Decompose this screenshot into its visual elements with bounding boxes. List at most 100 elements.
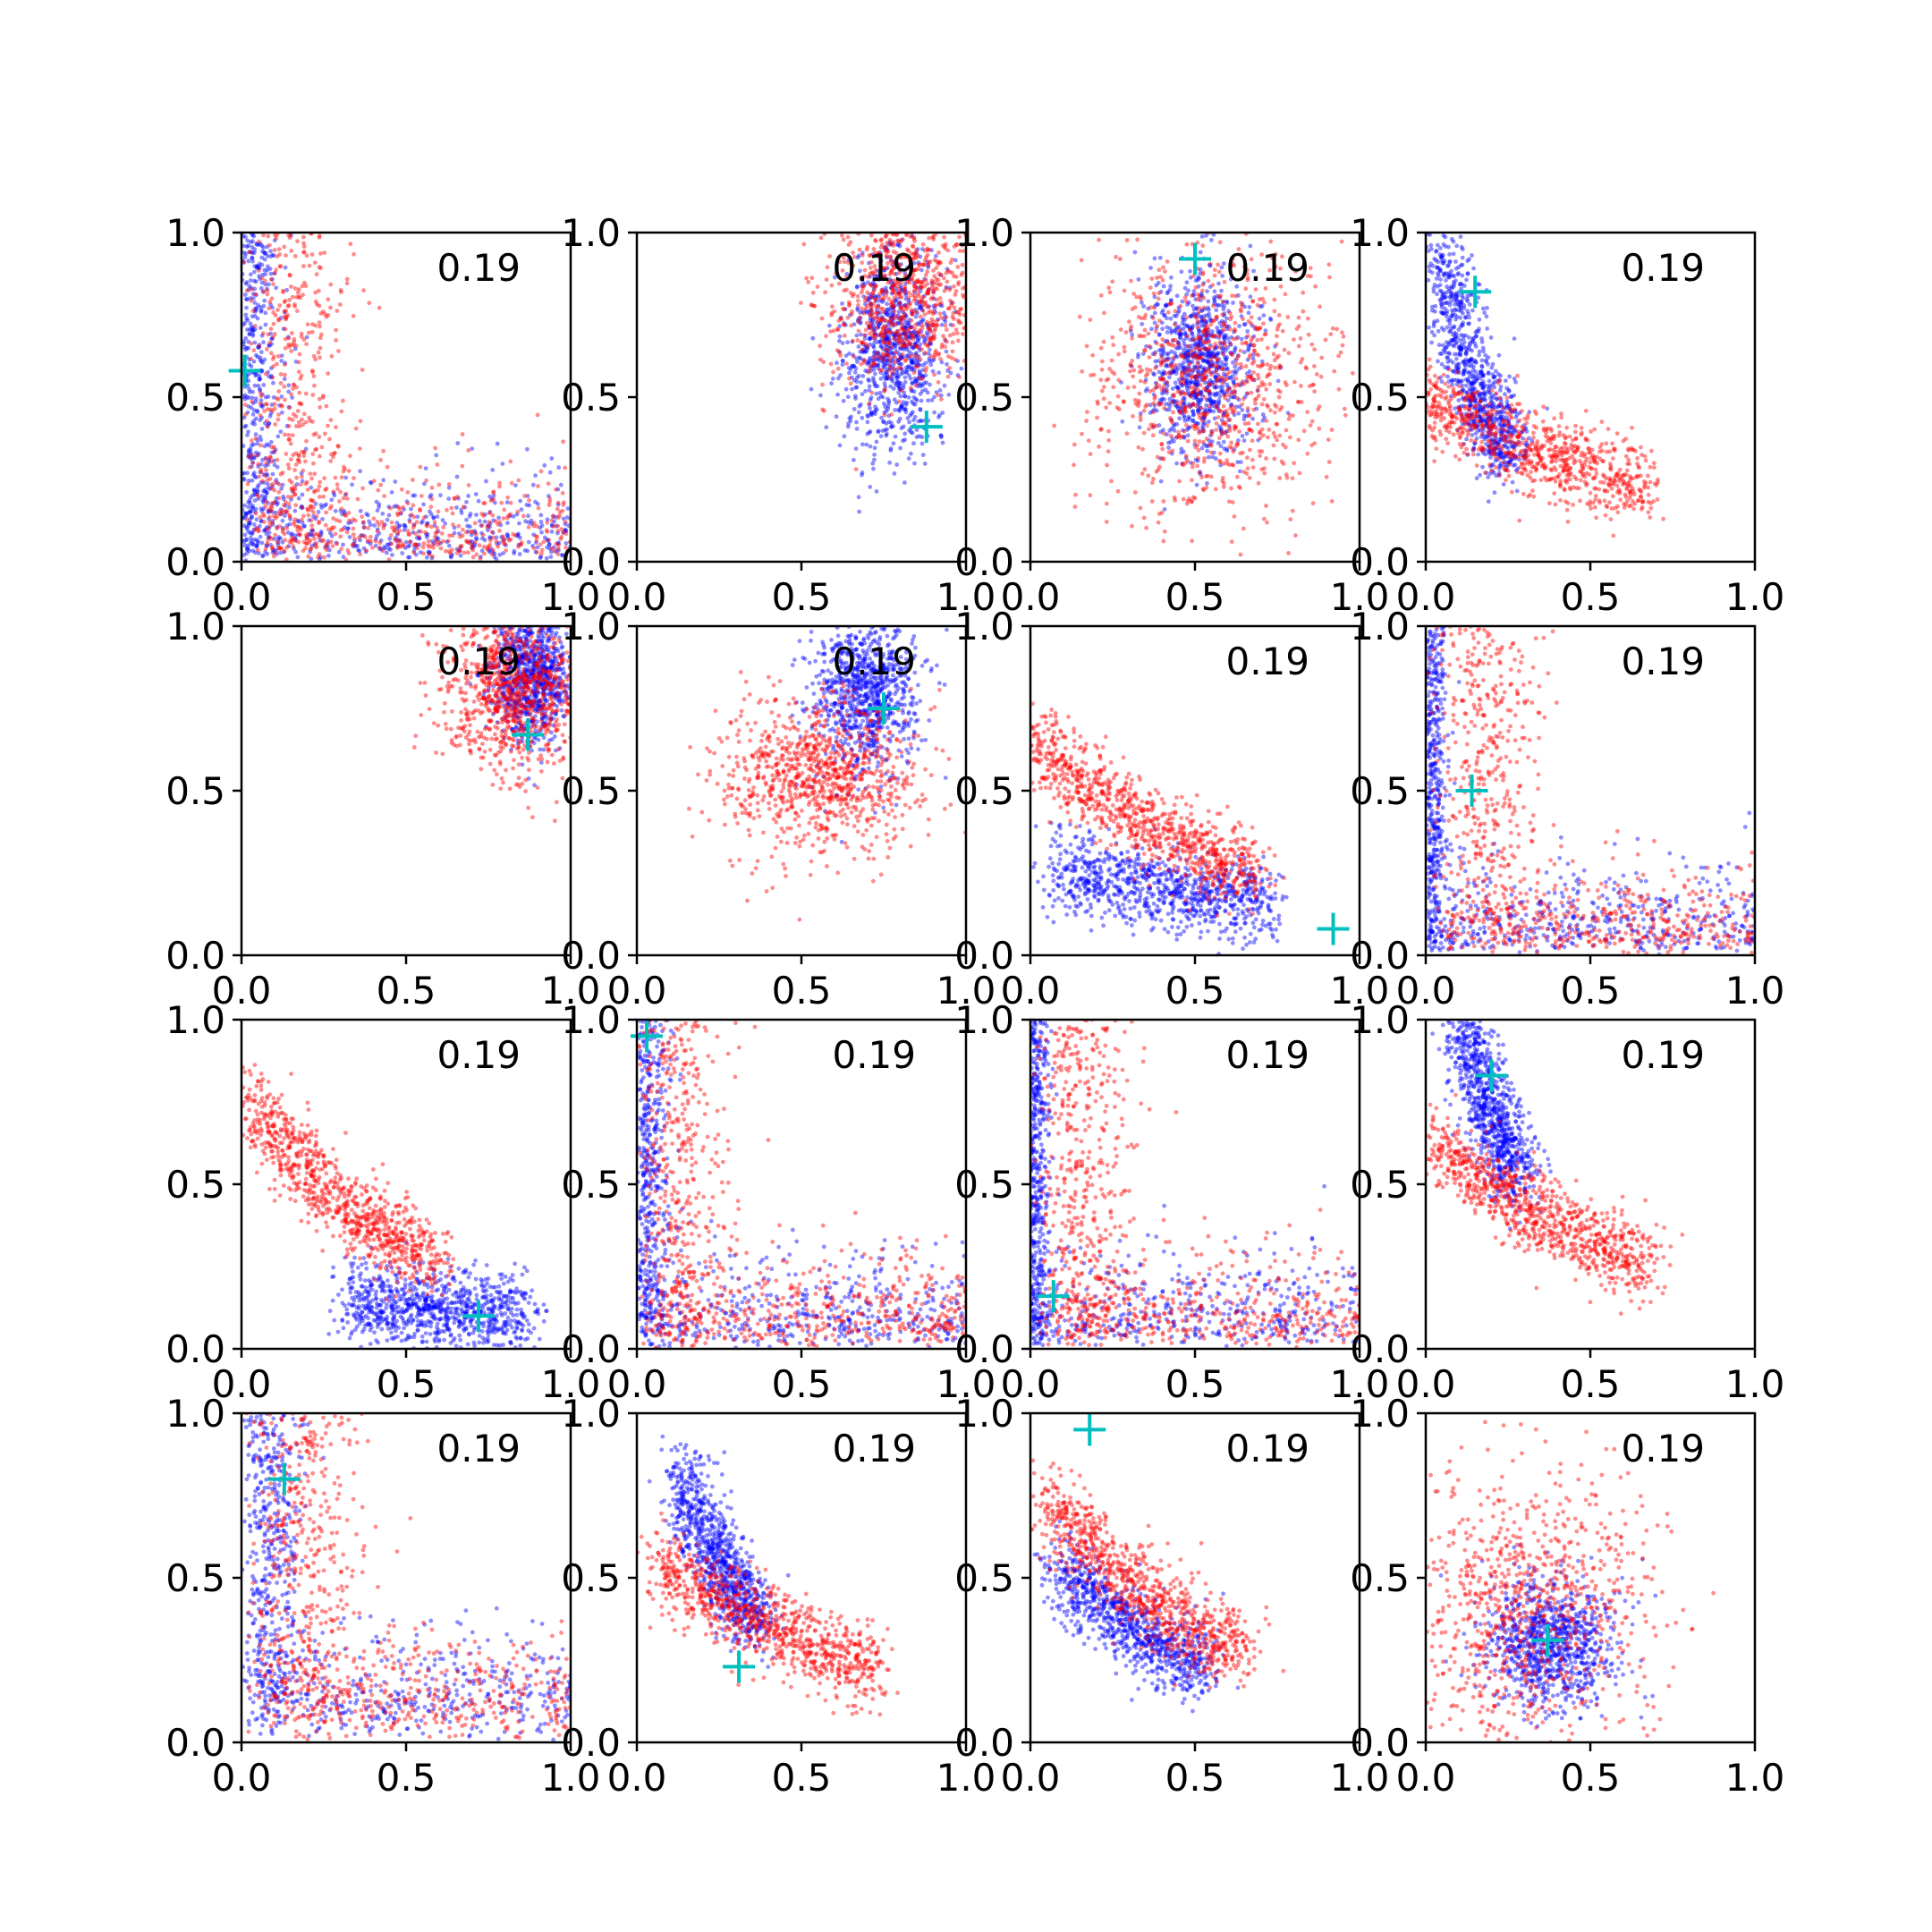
scatter-point-red <box>480 532 486 538</box>
scatter-point-red <box>1122 400 1126 404</box>
scatter-point-blue <box>462 504 468 510</box>
scatter-point-blue <box>560 553 565 558</box>
scatter-point-red <box>1122 349 1127 354</box>
scatter-point-red <box>1185 458 1190 463</box>
scatter-point-blue <box>1196 410 1201 415</box>
scatter-point-red <box>865 244 870 250</box>
scatter-point-blue <box>436 537 441 542</box>
scatter-point-red <box>1247 412 1252 418</box>
scatter-point-red <box>928 326 932 331</box>
scatter-point-blue <box>254 517 259 522</box>
scatter-point-red <box>926 291 931 295</box>
scatter-point-blue <box>1193 394 1199 399</box>
scatter-point-red <box>899 326 904 332</box>
scatter-point-blue <box>902 312 908 317</box>
scatter-point-blue <box>1245 348 1250 352</box>
scatter-point-blue <box>1174 385 1179 389</box>
scatter-point-blue <box>1216 441 1221 445</box>
scatter-point-red <box>1291 413 1295 418</box>
scatter-point-blue <box>289 497 293 502</box>
scatter-point-blue <box>263 322 268 327</box>
scatter-point-blue <box>882 401 886 406</box>
scatter-point-blue <box>280 539 285 545</box>
scatter-point-red <box>1214 363 1218 369</box>
scatter-point-blue <box>248 326 252 332</box>
scatter-point-blue <box>1194 392 1199 396</box>
scatter-point-red <box>939 273 944 277</box>
scatter-point-red <box>1215 357 1220 362</box>
scatter-point-red <box>1192 423 1198 428</box>
scatter-point-red <box>897 262 902 267</box>
scatter-point-red <box>436 509 441 514</box>
scatter-point-blue <box>943 319 948 324</box>
scatter-point-blue <box>1178 405 1183 411</box>
scatter-point-blue <box>912 308 918 312</box>
scatter-point-blue <box>373 543 378 548</box>
scatter-point-red <box>1275 437 1279 443</box>
scatter-point-blue <box>564 529 569 534</box>
scatter-point-blue <box>867 402 872 407</box>
scatter-point-blue <box>1194 306 1199 311</box>
scatter-point-blue <box>911 333 917 338</box>
scatter-point-blue <box>904 336 910 342</box>
scatter-point-blue <box>1207 354 1212 359</box>
scatter-point-blue <box>267 516 271 521</box>
scatter-point-red <box>341 469 346 474</box>
scatter-point-red <box>464 539 470 544</box>
scatter-point-blue <box>547 470 553 475</box>
scatter-point-blue <box>1217 332 1223 336</box>
scatter-point-red <box>942 288 947 293</box>
scatter-point-blue <box>884 247 889 252</box>
scatter-point-red <box>286 303 292 308</box>
scatter-point-blue <box>1203 346 1208 351</box>
scatter-point-red <box>303 481 309 487</box>
scatter-point-red <box>911 256 916 261</box>
scatter-point-blue <box>250 531 255 537</box>
scatter-point-red <box>381 526 386 530</box>
scatter-point-blue <box>250 530 255 535</box>
scatter-point-red <box>836 281 842 286</box>
scatter-point-blue <box>242 477 247 482</box>
scatter-point-blue <box>270 501 275 506</box>
scatter-point-red <box>295 528 301 533</box>
scatter-point-red <box>270 335 275 340</box>
scatter-point-red <box>508 459 513 464</box>
scatter-point-red <box>848 291 853 295</box>
scatter-point-blue <box>933 253 938 258</box>
scatter-point-red <box>508 500 513 505</box>
scatter-point-blue <box>1149 326 1154 332</box>
scatter-point-blue <box>258 506 264 511</box>
scatter-point-blue <box>1204 444 1209 448</box>
scatter-point-red <box>926 305 931 309</box>
scatter-point-red <box>1214 315 1219 319</box>
scatter-point-blue <box>894 462 900 467</box>
scatter-point-red <box>321 538 326 543</box>
scatter-point-blue <box>1190 360 1195 364</box>
scatter-point-blue <box>895 313 901 318</box>
scatter-point-red <box>429 496 435 502</box>
scatter-point-red <box>301 539 307 545</box>
scatter-point-blue <box>1214 317 1219 322</box>
scatter-point-red <box>307 263 312 268</box>
scatter-point-blue <box>894 299 898 304</box>
scatter-point-blue <box>938 273 943 277</box>
scatter-point-red <box>339 409 344 414</box>
scatter-point-red <box>1318 374 1324 379</box>
scatter-point-red <box>916 262 921 267</box>
scatter-point-red <box>264 456 268 462</box>
scatter-point-blue <box>1120 419 1125 424</box>
scatter-point-blue <box>1202 410 1208 415</box>
scatter-point-blue <box>922 381 927 386</box>
scatter-point-red <box>856 328 861 334</box>
scatter-point-red <box>275 361 279 367</box>
scatter-point-blue <box>838 373 843 377</box>
scatter-point-blue <box>482 519 487 524</box>
scatter-point-red <box>420 545 426 550</box>
scatter-point-blue <box>1199 234 1205 239</box>
scatter-point-blue <box>1208 284 1213 290</box>
scatter-point-blue <box>884 369 889 375</box>
scatter-point-red <box>1189 390 1194 395</box>
scatter-point-blue <box>1152 294 1157 300</box>
scatter-point-blue <box>383 546 387 551</box>
scatter-point-blue <box>907 419 911 425</box>
